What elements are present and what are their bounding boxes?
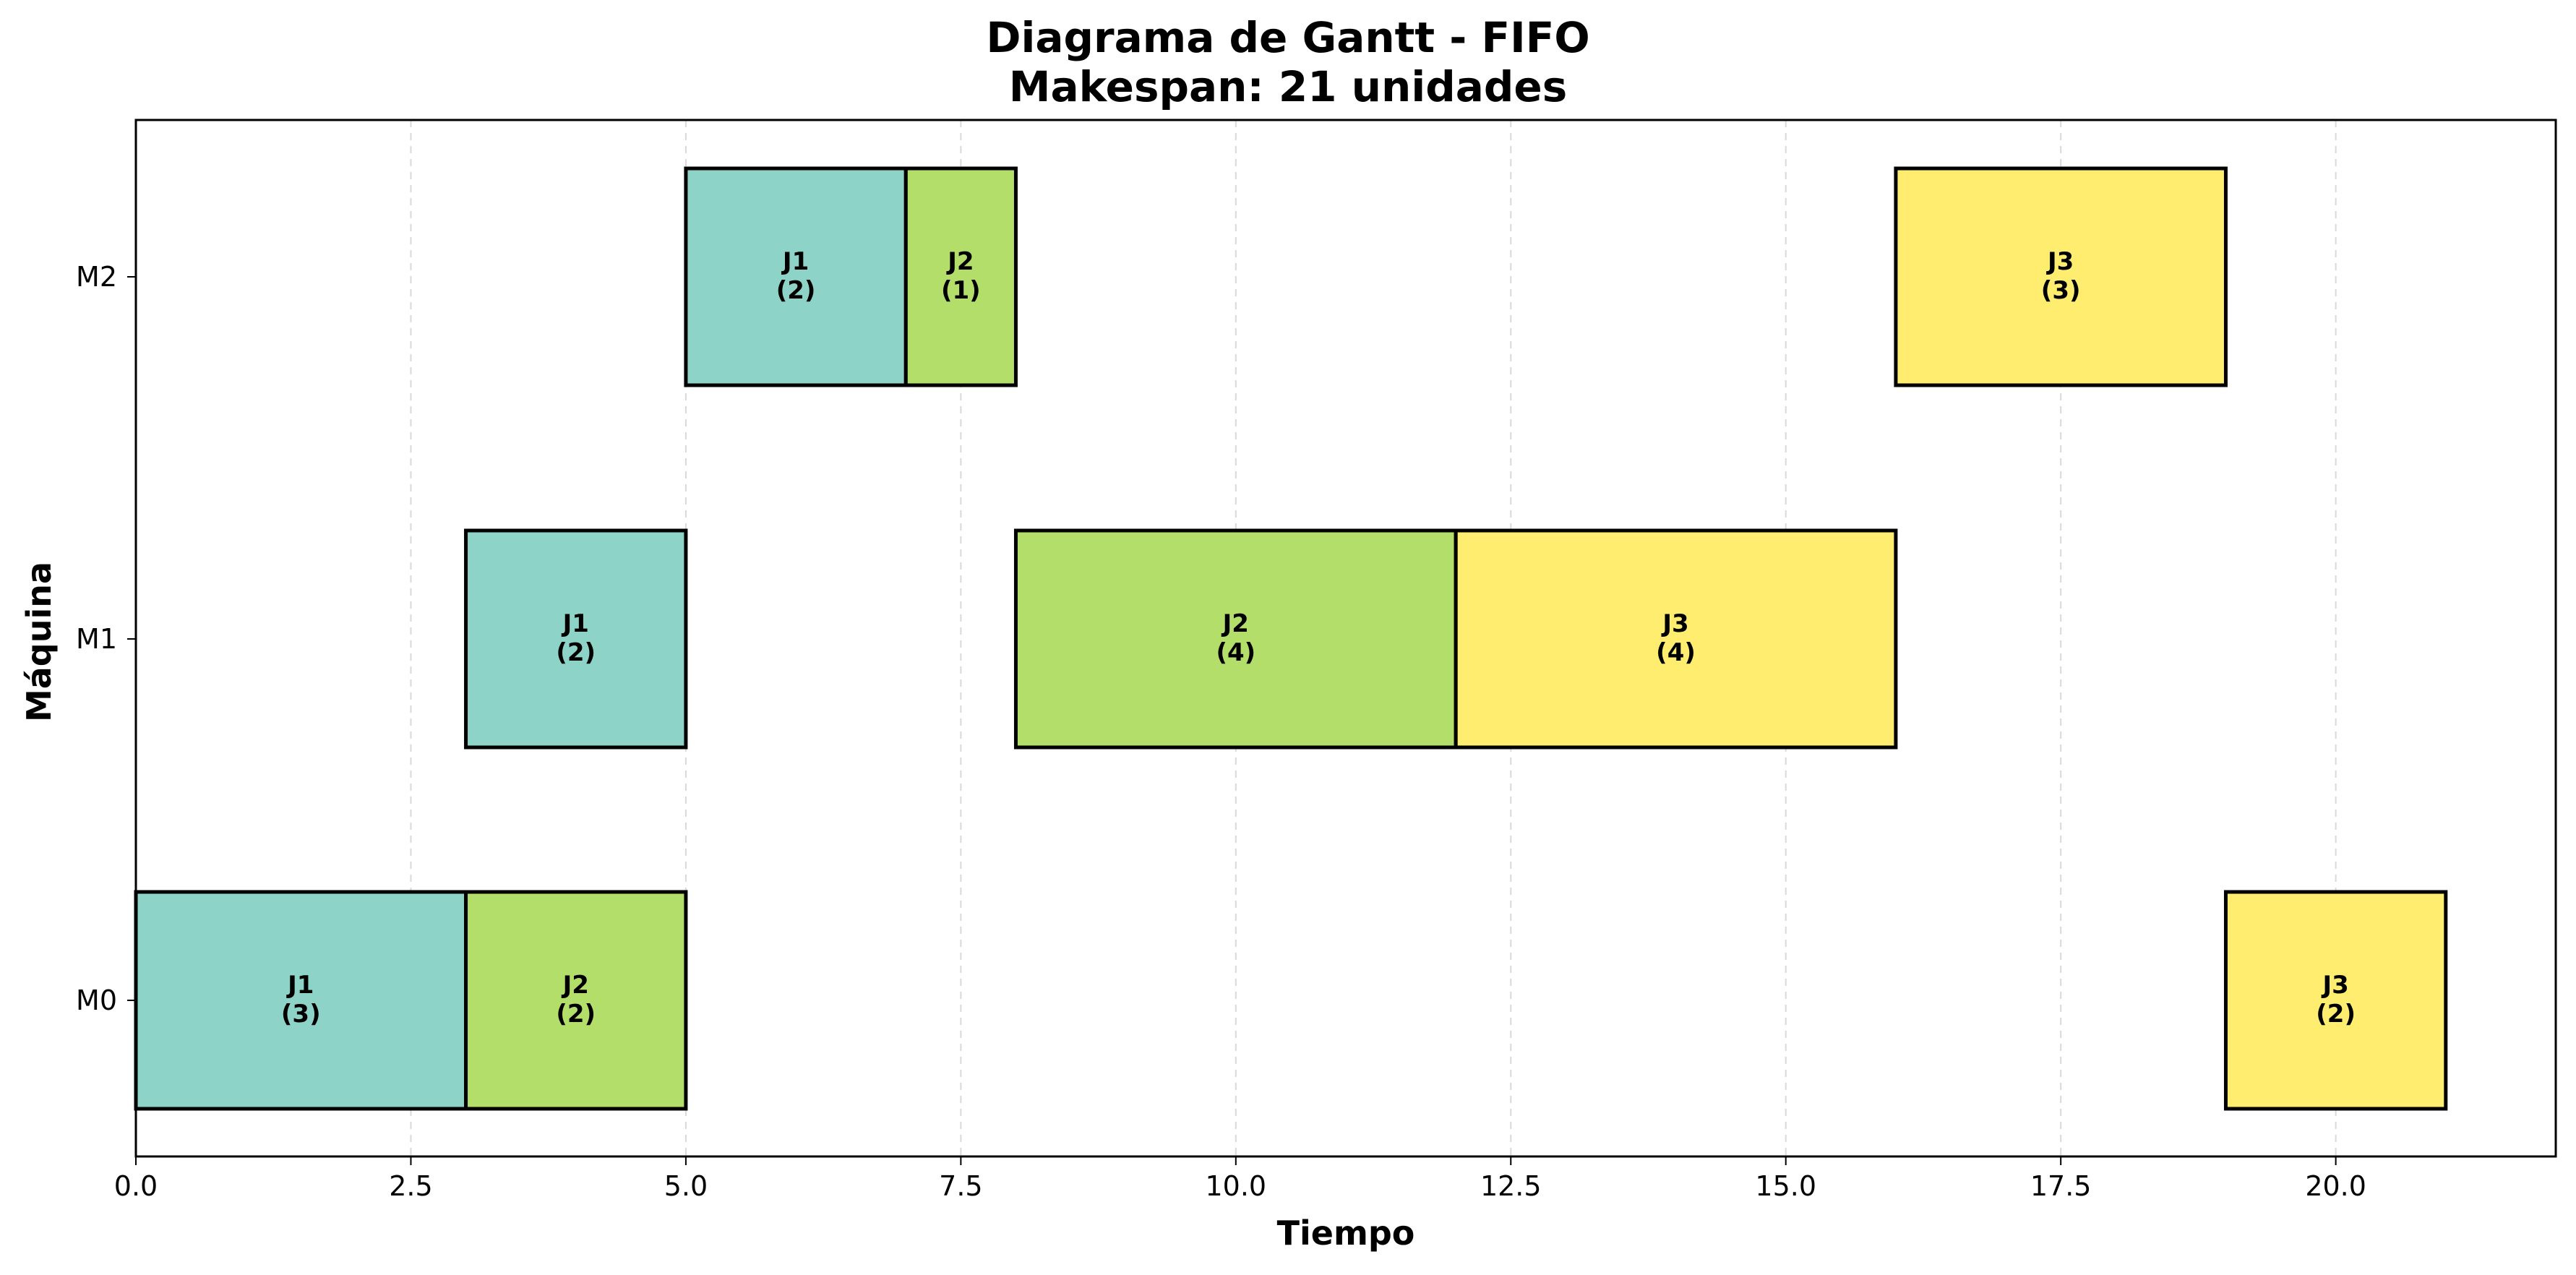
chart-title: Diagrama de Gantt - FIFO xyxy=(986,13,1589,62)
task-label: J2 xyxy=(946,247,974,276)
y-tick-label: M0 xyxy=(76,984,117,1016)
y-tick-label: M1 xyxy=(76,623,117,655)
task-label: J3 xyxy=(1661,609,1688,638)
task-label: J3 xyxy=(2046,247,2074,276)
y-tick-label: M2 xyxy=(76,261,117,293)
task-label: J1 xyxy=(562,609,589,638)
plot-frame xyxy=(134,119,2557,1158)
task-duration-label: (3) xyxy=(2041,276,2081,305)
x-tick-label: 10.0 xyxy=(1206,1170,1267,1202)
x-tick-label: 5.0 xyxy=(664,1170,708,1202)
y-axis-label: Máquina xyxy=(20,562,59,722)
x-axis-label: Tiempo xyxy=(1277,1214,1415,1253)
task-label: J1 xyxy=(286,971,314,1000)
task-duration-label: (3) xyxy=(281,1000,321,1029)
task-bar xyxy=(464,528,688,750)
chart-subtitle: Makespan: 21 unidades xyxy=(1009,62,1567,111)
task-duration-label: (2) xyxy=(2316,1000,2356,1029)
task-duration-label: (1) xyxy=(941,276,981,305)
task-bar xyxy=(134,890,468,1111)
task-duration-label: (2) xyxy=(556,638,596,667)
task-duration-label: (4) xyxy=(1656,638,1696,667)
task-bar xyxy=(1013,528,1458,750)
task-label: J2 xyxy=(1222,609,1249,638)
task-bar xyxy=(1894,166,2228,387)
task-label: J1 xyxy=(781,247,809,276)
x-axis-ticks: 0.0 2.5 5.0 7.5 10.0 12.5 15.0 17.5 20.0 xyxy=(114,1156,2366,1202)
x-tick-label: 2.5 xyxy=(389,1170,432,1202)
x-tick-label: 15.0 xyxy=(1755,1170,1816,1202)
task-bar xyxy=(464,890,688,1111)
task-duration-label: (4) xyxy=(1216,638,1255,667)
x-tick-label: 20.0 xyxy=(2305,1170,2366,1202)
y-axis-ticks: M0 M1 M2 xyxy=(76,261,136,1016)
task-label: J3 xyxy=(2321,971,2348,1000)
task-bar xyxy=(1454,528,1898,750)
x-tick-label: 7.5 xyxy=(939,1170,982,1202)
task-duration-label: (2) xyxy=(776,276,816,305)
task-duration-label: (2) xyxy=(556,1000,596,1029)
x-tick-label: 0.0 xyxy=(114,1170,158,1202)
task-label: J2 xyxy=(562,971,589,1000)
x-tick-label: 12.5 xyxy=(1480,1170,1542,1202)
bars-group: J1(3)J2(2)J3(2)J1(2)J2(4)J3(4)J1(2)J2(1)… xyxy=(134,166,2448,1111)
x-tick-label: 17.5 xyxy=(2030,1170,2092,1202)
task-bar xyxy=(2223,890,2448,1111)
task-bar xyxy=(903,166,1018,387)
